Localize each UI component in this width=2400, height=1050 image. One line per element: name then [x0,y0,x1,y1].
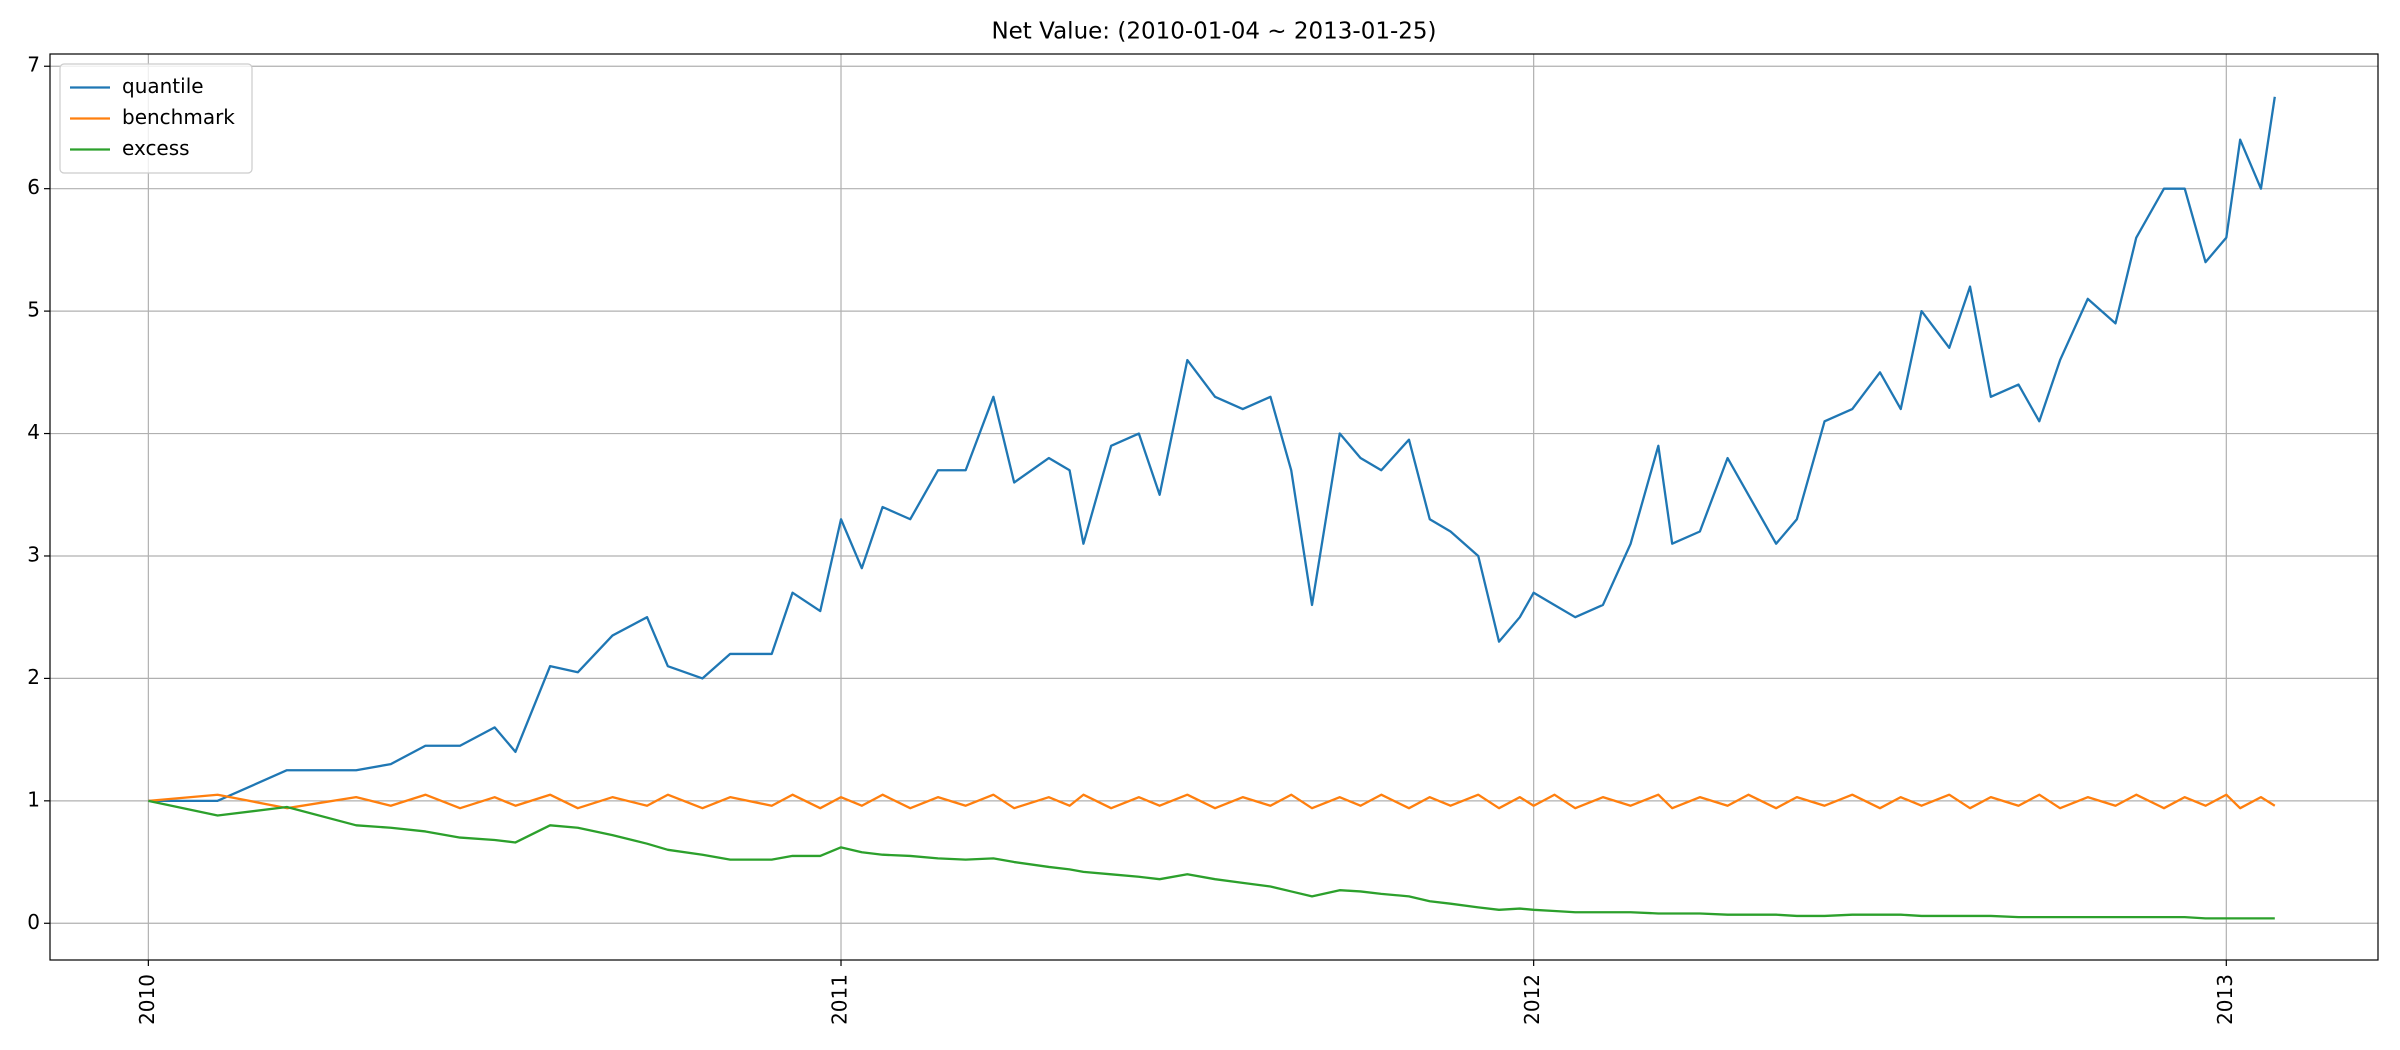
y-tick-label: 0 [27,910,40,934]
legend-label: quantile [122,74,204,98]
y-tick-label: 3 [27,542,40,566]
y-tick-label: 6 [27,175,40,199]
legend-box [59,63,253,174]
x-tick-label: 2011 [828,974,852,1025]
y-tick-label: 1 [27,787,40,811]
legend-label: excess [122,136,190,160]
line-series [148,96,2276,802]
legend-label: benchmark [122,105,235,129]
y-tick-label: 4 [27,420,40,444]
legend: quantile benchmark excess [59,63,253,174]
y-tick-label: 2 [27,665,40,689]
line-series [148,799,2275,920]
chart-title: Net Value: (2010-01-04 ~ 2013-01-25) [991,19,1436,45]
x-tick-label: 2010 [135,974,159,1025]
y-tick-label: 7 [27,53,40,77]
y-tick-label: 5 [27,298,40,322]
line-series [148,793,2276,810]
x-tick-label: 2013 [2213,974,2237,1025]
x-tick-label: 2012 [1520,974,1544,1025]
plot-frame [49,53,2379,961]
